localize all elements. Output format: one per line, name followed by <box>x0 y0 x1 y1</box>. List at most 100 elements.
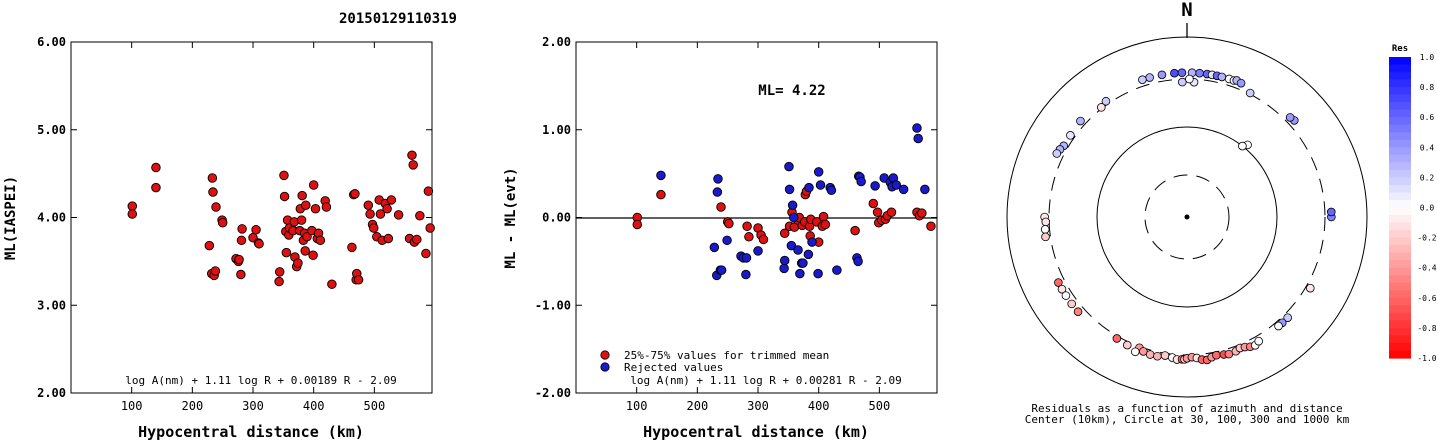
middle-point-red <box>868 198 879 209</box>
left-point-red <box>127 201 138 211</box>
azimuth-point <box>1274 321 1283 331</box>
left-point-red <box>308 250 318 260</box>
colorbar-swatch <box>1389 222 1411 231</box>
colorbar-swatch <box>1389 290 1411 299</box>
left-point-red <box>204 240 215 251</box>
colorbar-swatch <box>1389 260 1411 269</box>
points-left <box>127 150 435 289</box>
colorbar-swatch <box>1389 132 1411 141</box>
x-axis-label-middle: Hypocentral distance (km) <box>643 423 869 441</box>
middle-xtick-label: 300 <box>747 399 769 413</box>
left-xtick-label: 100 <box>121 399 143 413</box>
left-point-red <box>308 180 319 190</box>
colorbar-swatch <box>1389 320 1411 329</box>
left-point-red <box>293 258 303 268</box>
left-xtick-label: 500 <box>364 399 386 413</box>
ticks-left: 100 200 300 400 500 2.00 3.00 4.00 5.00 6.00 <box>37 35 432 413</box>
colorbar-label: -0.8 <box>1417 324 1436 333</box>
middle-point-blue <box>784 184 795 195</box>
azimuth-point <box>1177 77 1187 87</box>
left-point-red <box>254 239 264 249</box>
ticks-middle: 100 200 300 400 500 -2.00 -1.00 0.00 1.00 2.00 <box>535 35 937 413</box>
colorbar-swatch <box>1389 282 1411 291</box>
left-point-red <box>208 187 218 197</box>
colorbar-label: 0.2 <box>1420 173 1435 182</box>
y-axis-label-middle: ML - ML(evt) <box>503 167 519 268</box>
left-point-red <box>353 275 364 285</box>
middle-point-blue <box>753 246 763 256</box>
panel-azimuth: N Residuals as a function of azimuth and… <box>1006 0 1368 426</box>
left-point-red <box>237 224 247 234</box>
middle-point-blue <box>804 182 814 193</box>
azimuth-point <box>1305 283 1315 293</box>
middle-point-blue <box>891 180 902 190</box>
middle-point-blue <box>898 184 909 195</box>
azimuth-point <box>1054 278 1063 287</box>
middle-point-blue <box>798 258 808 268</box>
colorbar-swatches <box>1389 57 1411 359</box>
left-point-red <box>327 279 337 289</box>
panel-ml-iaspei: ML(IASPEI) Hypocentral distance (km) log… <box>3 35 435 441</box>
middle-point-blue <box>712 187 723 197</box>
left-point-red <box>297 190 307 201</box>
left-point-red <box>281 247 292 258</box>
left-point-red <box>350 189 360 199</box>
azimuth-point <box>1041 217 1051 227</box>
left-point-red <box>210 266 221 276</box>
middle-point-blue <box>815 180 826 190</box>
middle-point-blue <box>913 133 923 144</box>
azimuth-point <box>1061 291 1071 300</box>
middle-point-blue <box>832 265 842 275</box>
azimuth-point <box>1112 334 1122 343</box>
middle-xtick-label: 400 <box>808 399 830 413</box>
azimuth-point <box>1101 96 1111 106</box>
azimuth-point <box>1153 351 1162 361</box>
left-point-red <box>217 218 228 228</box>
colorbar-labels: 1.0 0.8 0.6 0.4 0.2 0.0 -0.2 -0.4 -0.6 -0.8 -1.0 <box>1417 53 1436 363</box>
left-point-red <box>301 200 311 210</box>
azimuth-point <box>1145 73 1154 82</box>
colorbar-swatch <box>1389 297 1411 306</box>
colorbar-swatch <box>1389 102 1411 111</box>
middle-point-blue <box>912 123 922 133</box>
middle-point-blue <box>813 167 824 177</box>
azimuth-point <box>1145 350 1155 359</box>
middle-point-blue <box>826 185 837 196</box>
colorbar-swatch <box>1389 87 1411 96</box>
left-point-red <box>300 246 310 256</box>
left-point-red <box>274 267 285 277</box>
colorbar-swatch <box>1389 117 1411 126</box>
middle-xtick-label: 500 <box>869 399 891 413</box>
middle-point-blue <box>722 235 732 246</box>
left-ytick-label: 6.00 <box>37 35 66 49</box>
colorbar-swatch <box>1389 154 1411 163</box>
colorbar-swatch <box>1389 327 1411 337</box>
legend-label-rejected: Rejected values <box>624 361 723 374</box>
azimuth-point <box>1217 72 1227 82</box>
middle-ytick-label: 0.00 <box>542 211 571 225</box>
middle-point-blue <box>856 176 866 187</box>
left-point-red <box>236 235 247 246</box>
azimuth-point <box>1122 340 1132 350</box>
left-point-red <box>382 203 392 214</box>
formula-left: log A(nm) + 1.11 log R + 0.00189 R - 2.0… <box>125 374 397 387</box>
left-point-red <box>375 209 386 219</box>
azimuth-point <box>1138 75 1147 85</box>
azimuth-point <box>1130 347 1140 357</box>
azimuth-point <box>1245 88 1255 98</box>
left-xtick-label: 300 <box>242 399 264 413</box>
colorbar-swatch <box>1389 312 1411 321</box>
middle-point-blue <box>656 170 666 181</box>
north-label: N <box>1181 0 1192 21</box>
left-xtick-label: 200 <box>182 399 204 413</box>
middle-point-red <box>917 208 927 218</box>
colorbar-swatch <box>1389 169 1411 178</box>
middle-point-blue <box>709 242 720 253</box>
middle-point-red <box>716 202 726 212</box>
left-ytick-label: 4.00 <box>37 211 66 225</box>
colorbar: Res 1.0 0.8 0.6 0.4 0.2 0.0 -0.2 -0.4 -0.6 -0.8 -1… <box>1389 44 1437 363</box>
colorbar-swatch <box>1389 177 1411 186</box>
colorbar-swatch <box>1389 72 1411 81</box>
left-point-red <box>412 234 422 245</box>
left-point-red <box>407 150 417 160</box>
